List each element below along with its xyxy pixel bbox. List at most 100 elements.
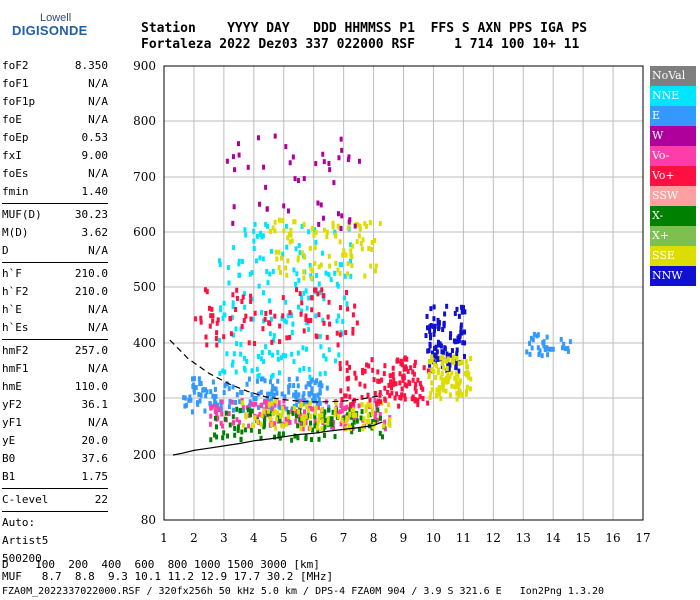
echo-point xyxy=(314,161,318,167)
echo-point xyxy=(455,347,459,353)
param-row-b1: B1 1.75 xyxy=(2,468,108,486)
echo-point xyxy=(292,267,296,273)
echo-point xyxy=(281,218,285,224)
echo-point xyxy=(440,380,444,386)
param-row-fof1: foF1 N/A xyxy=(2,75,108,93)
echo-point xyxy=(463,370,467,376)
echo-point xyxy=(237,258,241,264)
echo-point xyxy=(217,258,221,264)
echo-point xyxy=(439,375,443,381)
echo-point xyxy=(214,424,218,430)
echo-point xyxy=(264,310,268,316)
echo-point xyxy=(291,154,295,160)
param-label: yF2 xyxy=(2,398,22,411)
echo-point xyxy=(432,361,436,367)
param-row-hf: h`F 210.0 xyxy=(2,265,108,283)
echo-point xyxy=(221,435,225,441)
echo-point xyxy=(344,290,348,296)
echo-point xyxy=(294,418,298,424)
echo-point xyxy=(383,363,387,369)
echo-point xyxy=(295,396,299,402)
echo-point xyxy=(536,332,540,338)
echo-point xyxy=(268,228,272,234)
echo-point xyxy=(327,347,331,353)
echo-point xyxy=(351,243,355,249)
legend-item-vo: Vo- xyxy=(650,146,696,166)
y-tick-label: 800 xyxy=(133,114,156,128)
echo-point xyxy=(390,390,394,396)
echo-point xyxy=(268,411,272,417)
echo-point xyxy=(318,400,322,406)
echo-point xyxy=(238,407,242,413)
echo-point xyxy=(347,423,351,429)
echo-point xyxy=(464,391,468,397)
param-row-fof2: foF2 8.350 xyxy=(2,57,108,75)
echo-point xyxy=(391,382,395,388)
echo-point xyxy=(339,136,343,142)
echo-point xyxy=(376,369,380,375)
param-row-foe: foE N/A xyxy=(2,111,108,129)
echo-point xyxy=(439,396,443,402)
echo-point xyxy=(288,334,292,340)
echo-point xyxy=(205,342,209,348)
echo-point xyxy=(277,249,281,255)
echo-point xyxy=(332,425,336,431)
echo-point xyxy=(249,409,253,415)
echo-point xyxy=(318,387,322,393)
echo-point xyxy=(296,178,300,184)
echo-point xyxy=(292,359,296,365)
echo-point xyxy=(343,415,347,421)
echo-point xyxy=(264,344,268,350)
echo-point xyxy=(352,403,356,409)
echo-point xyxy=(393,395,397,401)
echo-point xyxy=(413,359,417,365)
echo-point xyxy=(350,263,354,269)
echo-point xyxy=(453,311,457,317)
echo-point xyxy=(376,407,380,413)
echo-point xyxy=(208,421,212,427)
echo-point xyxy=(340,213,344,219)
echo-point xyxy=(266,411,270,417)
echo-point xyxy=(199,319,203,325)
echo-point xyxy=(244,232,248,238)
echo-point xyxy=(286,258,290,264)
echo-point xyxy=(252,228,256,234)
echo-point xyxy=(334,260,338,266)
echo-point xyxy=(266,280,270,286)
echo-point xyxy=(350,407,354,413)
echo-point xyxy=(531,337,535,343)
echo-point xyxy=(231,407,235,413)
echo-point xyxy=(199,315,203,321)
param-value: N/A xyxy=(88,95,108,108)
param-value: 1.40 xyxy=(81,185,109,198)
echo-point xyxy=(380,377,384,383)
echo-point xyxy=(245,381,249,387)
echo-point xyxy=(313,398,317,404)
echo-point xyxy=(222,430,226,436)
divider xyxy=(2,339,108,340)
echo-point xyxy=(325,334,329,340)
echo-point xyxy=(428,332,432,338)
param-label: h`F xyxy=(2,267,22,280)
echo-point xyxy=(465,384,469,390)
echo-point xyxy=(416,402,420,408)
echo-point xyxy=(379,399,383,405)
echo-point xyxy=(263,378,267,384)
echo-point xyxy=(234,399,238,405)
echo-point xyxy=(324,270,328,276)
echo-point xyxy=(309,406,313,412)
echo-point xyxy=(538,348,542,354)
echo-point xyxy=(221,368,225,374)
echo-point xyxy=(315,425,319,431)
echo-point xyxy=(286,235,290,241)
echo-point xyxy=(289,313,293,319)
echo-point xyxy=(223,369,227,375)
echo-point xyxy=(442,323,446,329)
echo-point xyxy=(295,271,299,277)
echo-point xyxy=(195,400,199,406)
echo-point xyxy=(189,397,193,403)
echo-point xyxy=(328,263,332,269)
echo-point xyxy=(231,220,235,226)
echo-point xyxy=(528,340,532,346)
echo-point xyxy=(321,250,325,256)
